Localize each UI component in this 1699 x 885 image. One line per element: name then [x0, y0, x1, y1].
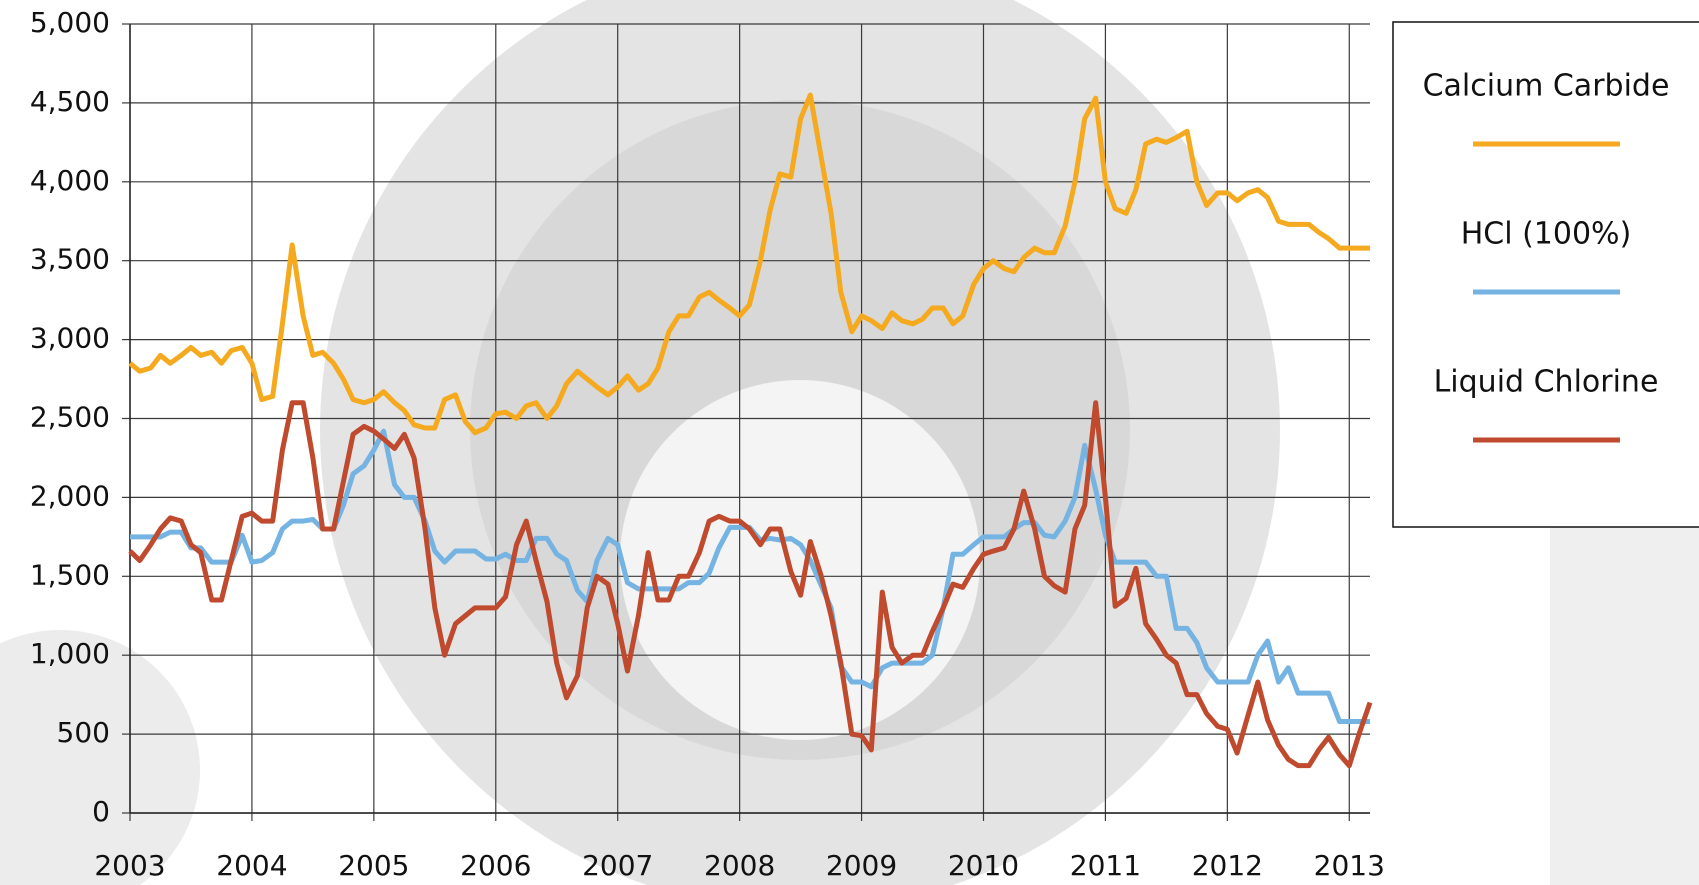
x-tick-label: 2003 — [94, 849, 165, 882]
legend-label: Liquid Chlorine — [1434, 365, 1659, 400]
y-tick-label: 0 — [92, 795, 110, 828]
y-tick-label: 1,500 — [30, 558, 110, 591]
x-tick-label: 2005 — [338, 849, 409, 882]
y-tick-label: 500 — [57, 716, 110, 749]
x-tick-label: 2013 — [1314, 849, 1385, 882]
y-tick-label: 2,500 — [30, 401, 110, 434]
y-tick-label: 3,000 — [30, 322, 110, 355]
series-line — [128, 400, 1373, 769]
y-tick-label: 5,000 — [30, 6, 110, 39]
y-tick-label: 3,500 — [30, 243, 110, 276]
x-tick-label: 2007 — [582, 849, 653, 882]
plot-area: 0 500 1,000 1,500 2,000 2,500 3,000 3,500 4,000 4… — [30, 6, 1385, 882]
x-tick-label: 2011 — [1070, 849, 1141, 882]
x-tick-label: 2012 — [1192, 849, 1263, 882]
y-tick-label: 4,500 — [30, 85, 110, 118]
series-line — [128, 92, 1370, 436]
x-tick-label: 2010 — [948, 849, 1019, 882]
y-tick-label: 4,000 — [30, 164, 110, 197]
legend-label: Calcium Carbide — [1423, 69, 1670, 104]
legend-label: HCl (100%) — [1461, 217, 1632, 252]
x-tick-label: 2008 — [704, 849, 775, 882]
y-tick-label: 2,000 — [30, 479, 110, 512]
x-tick-label: 2004 — [216, 849, 287, 882]
x-tick-label: 2006 — [460, 849, 531, 882]
legend: Calcium Carbide HCl (100%) Liquid Chlorine — [1423, 69, 1670, 443]
legend-box — [1392, 21, 1699, 528]
y-tick-label: 1,000 — [30, 637, 110, 670]
x-tick-label: 2009 — [826, 849, 897, 882]
